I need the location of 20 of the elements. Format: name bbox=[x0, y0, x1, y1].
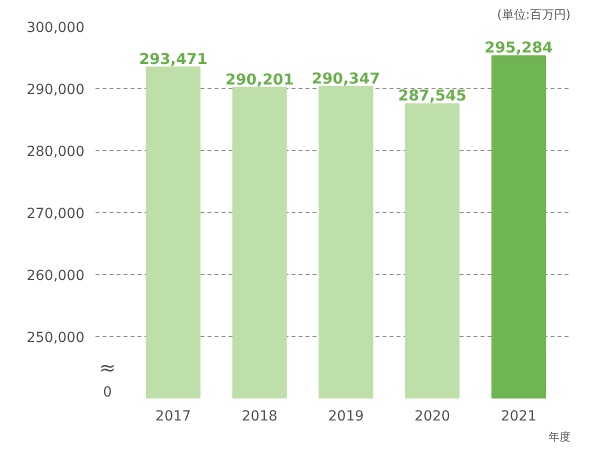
y-tick-label: 290,000 bbox=[26, 82, 85, 98]
y-tick-label: 280,000 bbox=[26, 144, 85, 160]
x-tick-label: 2017 bbox=[155, 408, 192, 424]
annotation: ≈ bbox=[99, 356, 116, 380]
data-label: 295,284 bbox=[484, 38, 553, 57]
x-tick-label: 2020 bbox=[414, 408, 450, 424]
x-tick-label: 2019 bbox=[328, 408, 364, 424]
data-label: 290,347 bbox=[312, 69, 380, 88]
annotation: 0 bbox=[103, 384, 112, 400]
y-tick-label: 270,000 bbox=[26, 206, 85, 222]
y-tick-label: 260,000 bbox=[26, 268, 85, 284]
data-label: 293,471 bbox=[139, 50, 208, 68]
data-label: 290,201 bbox=[225, 70, 294, 88]
text: (単位:百万円) bbox=[497, 8, 570, 22]
data-label: 287,545 bbox=[398, 86, 466, 105]
y-tick-label: 250,000 bbox=[26, 330, 85, 346]
y-tick-label: 300,000 bbox=[26, 20, 85, 36]
x-tick-label: 2018 bbox=[242, 408, 278, 424]
x-axis-title: 年度 bbox=[548, 430, 570, 444]
x-tick-label: 2021 bbox=[500, 408, 537, 424]
